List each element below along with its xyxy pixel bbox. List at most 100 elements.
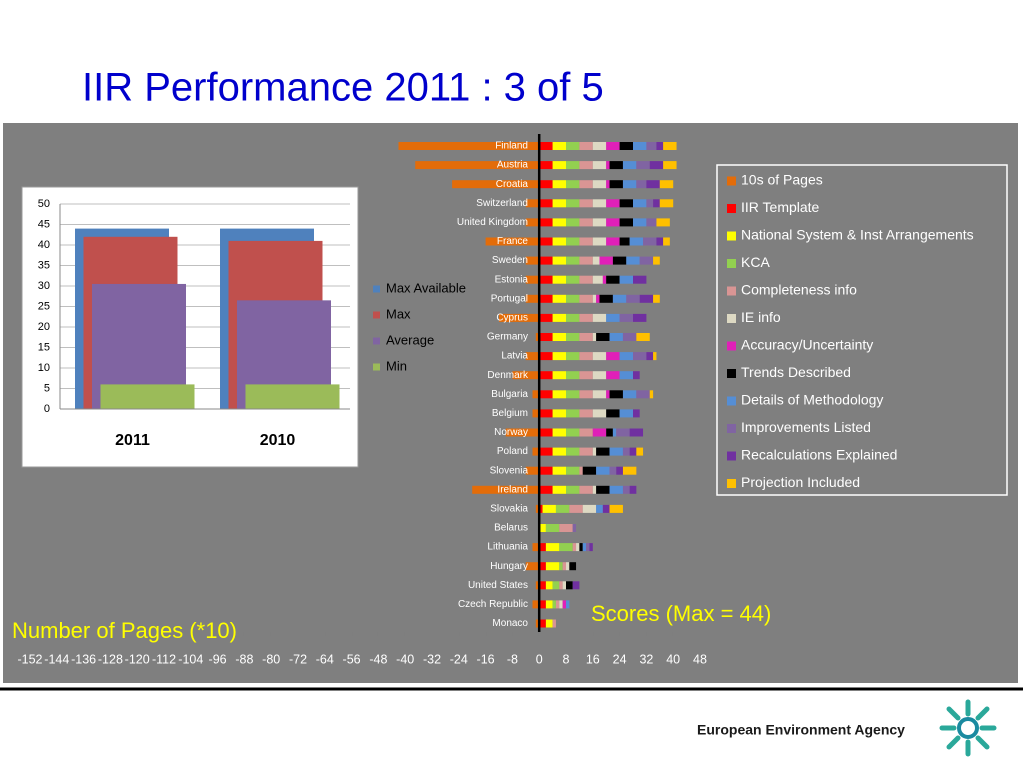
bar-segment	[602, 504, 610, 513]
y-tick-label: 0	[44, 403, 50, 415]
bar-segment	[629, 485, 637, 494]
legend-swatch	[727, 259, 736, 268]
bar-segment	[596, 447, 610, 456]
bar-segment	[552, 447, 566, 456]
bar-segment	[552, 466, 566, 475]
bar-segment	[653, 256, 660, 265]
bar-segment	[532, 543, 540, 552]
legend-label: Average	[386, 332, 434, 347]
bar-segment	[609, 180, 623, 189]
bar-segment	[452, 180, 540, 189]
bar-segment	[596, 294, 600, 303]
footer-text: European Environment Agency	[697, 722, 905, 738]
bar-segment	[566, 600, 570, 609]
y-tick-label: 45	[38, 218, 50, 230]
bar-segment	[485, 237, 540, 246]
bar-segment	[609, 333, 623, 341]
bar-segment	[539, 619, 546, 628]
category-label: Croatia	[496, 179, 529, 190]
bar-segment	[525, 218, 540, 227]
x-tick-label: 0	[536, 652, 543, 666]
x-tick-label: -40	[396, 652, 414, 666]
category-label: Norway	[494, 427, 528, 438]
x-tick-label: 40	[666, 652, 680, 666]
bar-segment	[559, 581, 563, 590]
bar-segment	[552, 352, 566, 361]
y-tick-label: 15	[38, 341, 50, 353]
bar-segment	[606, 275, 620, 284]
legend-label: Accuracy/Uncertainty	[741, 337, 873, 353]
bar-segment	[592, 275, 603, 284]
bar-segment	[552, 237, 566, 246]
bar-segment	[659, 180, 674, 189]
bar-segment	[592, 333, 597, 341]
bar-segment	[579, 409, 593, 418]
bar-segment	[636, 447, 644, 456]
bar-segment	[619, 371, 633, 380]
bar-segment	[639, 294, 654, 303]
bar-segment	[566, 371, 580, 380]
bar-segment	[609, 447, 623, 456]
bar-segment	[566, 218, 580, 227]
bar-segment	[579, 447, 593, 456]
bar-segment	[606, 161, 610, 170]
bar-segment	[619, 142, 633, 150]
main-chart: Finland Austria Croatia Switzerland United K…	[12, 134, 1008, 666]
bar-segment	[622, 390, 637, 399]
legend-swatch	[727, 396, 736, 406]
bar-segment	[552, 390, 566, 399]
bar-segment	[582, 504, 597, 513]
bar-segment	[566, 313, 580, 322]
inset-chart: 0 5 10 15 20 25 30 35 40 45 50 2011 2010 Max Availabl…	[21, 186, 466, 468]
x-tick-label: -96	[209, 652, 227, 666]
bar	[245, 384, 340, 409]
bar-segment	[562, 581, 566, 590]
bar-segment	[576, 543, 580, 552]
bar-segment	[626, 294, 640, 303]
bar-segment	[616, 428, 630, 437]
bar-segment	[602, 275, 607, 284]
legend-label: KCA	[741, 254, 770, 270]
bar-segment	[606, 180, 610, 189]
bar-segment	[596, 485, 610, 494]
legend-swatch	[727, 286, 736, 296]
bar-segment	[415, 161, 540, 170]
bar-segment	[566, 275, 580, 284]
legend-label: Min	[386, 358, 407, 373]
bar-segment	[663, 142, 677, 150]
bar-segment	[532, 447, 540, 456]
bar-segment	[539, 275, 553, 284]
bar-segment	[532, 600, 540, 609]
bar-segment	[472, 485, 540, 494]
bar-segment	[622, 180, 637, 189]
bar-segment	[566, 562, 570, 571]
category-label: Ireland	[497, 484, 528, 495]
bar-segment	[646, 180, 660, 189]
bar-segment	[552, 409, 566, 418]
bar-segment	[539, 600, 546, 609]
bar-segment	[592, 313, 607, 322]
bar-segment	[592, 428, 607, 437]
legend-label: Trends Described	[741, 364, 851, 380]
bar-segment	[609, 466, 617, 475]
y-tick-label: 35	[38, 259, 50, 271]
y-tick-label: 50	[38, 198, 50, 210]
x-tick-label: 48	[693, 652, 707, 666]
bar-segment	[612, 256, 627, 265]
bar-segment	[566, 161, 580, 170]
bar-segment	[539, 294, 553, 303]
category-label: Cyprus	[496, 313, 528, 324]
bar-segment	[592, 142, 607, 150]
bar-segment	[539, 524, 546, 532]
bar-segment	[579, 218, 593, 227]
category-label: Slovenia	[490, 465, 529, 476]
bar-segment	[569, 504, 583, 513]
bar-segment	[606, 142, 620, 150]
bar-segment	[566, 333, 580, 341]
bar-segment	[525, 199, 540, 208]
bar-segment	[646, 218, 657, 227]
bar-segment	[555, 600, 560, 609]
bar-segment	[539, 237, 553, 246]
bar-segment	[552, 485, 566, 494]
